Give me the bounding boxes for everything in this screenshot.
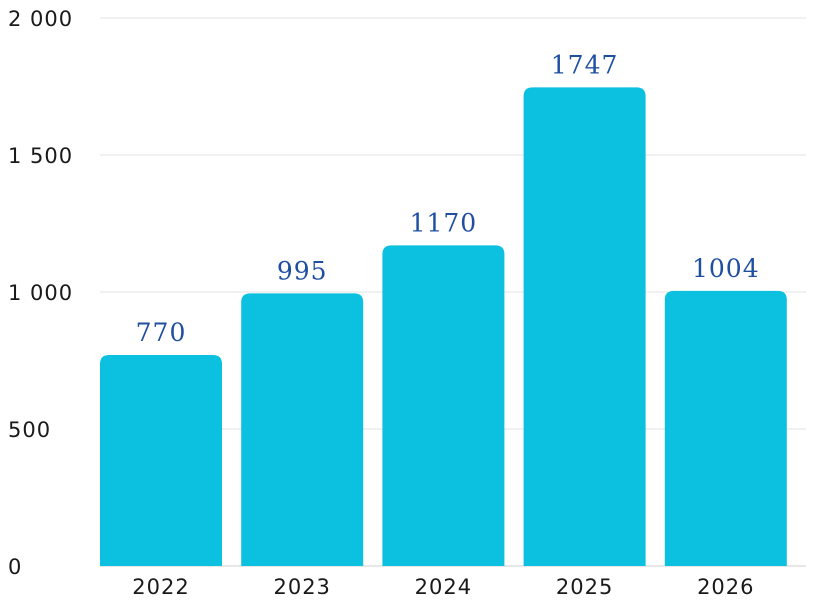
y-tick-label-1500: 1 500 [8,144,73,168]
y-tick-label-1000: 1 000 [8,281,73,305]
bar-2025 [523,87,646,567]
y-tick-label-2000: 2 000 [8,7,73,31]
x-tick-label-2022: 2022 [132,575,189,599]
y-tick-label-0: 0 [8,555,22,579]
x-axis: 2022 2023 2024 2025 2026 [132,575,754,599]
data-label-2023: 995 [277,256,328,285]
bar-2022 [100,355,222,566]
bar-2023 [241,293,364,566]
data-labels: 770 995 1170 1747 1004 [136,50,760,347]
data-label-2022: 770 [136,318,187,347]
x-tick-label-2023: 2023 [273,575,330,599]
x-tick-label-2024: 2024 [415,575,472,599]
data-label-2026: 1004 [692,254,760,283]
bar-2026 [664,290,787,566]
y-tick-label-500: 500 [8,418,51,442]
data-label-2024: 1170 [410,208,478,237]
bars [100,87,787,567]
y-axis: 0 500 1 000 1 500 2 000 [8,7,73,579]
x-tick-label-2026: 2026 [697,575,754,599]
bar-2024 [382,245,505,567]
x-tick-label-2025: 2025 [556,575,613,599]
data-label-2025: 1747 [551,50,619,79]
